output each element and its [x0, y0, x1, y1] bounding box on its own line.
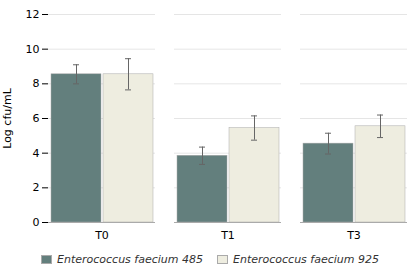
html-text:Enterococcus faecium 925: Enterococcus faecium 925 — [233, 252, 379, 266]
svg-text:0: 0 — [33, 216, 40, 229]
svg-text:8: 8 — [33, 77, 40, 90]
svg-text:T3: T3 — [346, 229, 361, 242]
svg-text:T1: T1 — [220, 229, 235, 242]
svg-text:6: 6 — [33, 112, 40, 125]
svg-text:4: 4 — [33, 147, 40, 160]
svg-text:2: 2 — [33, 181, 40, 194]
svg-text:T0: T0 — [94, 229, 109, 242]
svg-text:10: 10 — [26, 43, 40, 56]
html-text:Enterococcus faecium 485: Enterococcus faecium 485 — [57, 252, 203, 266]
svg-text:Log cfu/mL: Log cfu/mL — [1, 87, 14, 148]
svg-text:12: 12 — [26, 8, 40, 21]
